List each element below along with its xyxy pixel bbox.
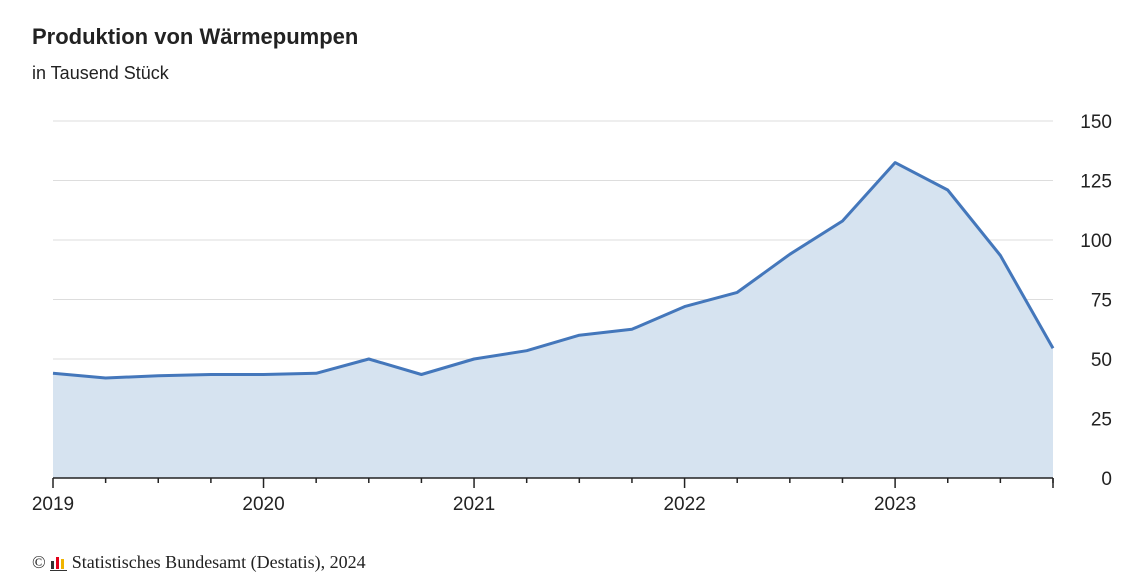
x-tick-label: 2021 xyxy=(453,494,495,515)
chart-title: Produktion von Wärmepumpen xyxy=(32,24,359,49)
copyright-symbol: © xyxy=(32,552,46,572)
x-axis-labels: 2019 2020 2021 2022 2023 xyxy=(32,494,916,515)
chart-subtitle: in Tausend Stück xyxy=(32,63,169,83)
x-tick-label: 2023 xyxy=(874,494,916,515)
y-tick-label: 125 xyxy=(1080,172,1112,193)
area-series xyxy=(52,161,1055,478)
series-line xyxy=(52,161,1055,380)
destatis-logo-icon xyxy=(49,555,68,571)
source-text: Statistisches Bundesamt (Destatis), 2024 xyxy=(71,552,366,572)
x-axis xyxy=(52,477,1054,488)
x-tick-label: 2020 xyxy=(242,494,284,515)
y-tick-label: 150 xyxy=(1080,112,1112,133)
x-tick-label: 2019 xyxy=(32,494,74,515)
y-tick-label: 75 xyxy=(1091,291,1112,312)
y-tick-label: 50 xyxy=(1091,350,1112,371)
y-tick-label: 100 xyxy=(1080,231,1112,252)
y-axis-labels: 0 25 50 75 100 125 150 xyxy=(1080,112,1112,490)
area-fill xyxy=(53,162,1053,478)
y-tick-label: 25 xyxy=(1091,410,1112,431)
source-footer: © Statistisches Bundesamt (Destatis), 20… xyxy=(32,552,366,573)
y-tick-label: 0 xyxy=(1101,469,1112,490)
x-tick-label: 2022 xyxy=(663,494,705,515)
